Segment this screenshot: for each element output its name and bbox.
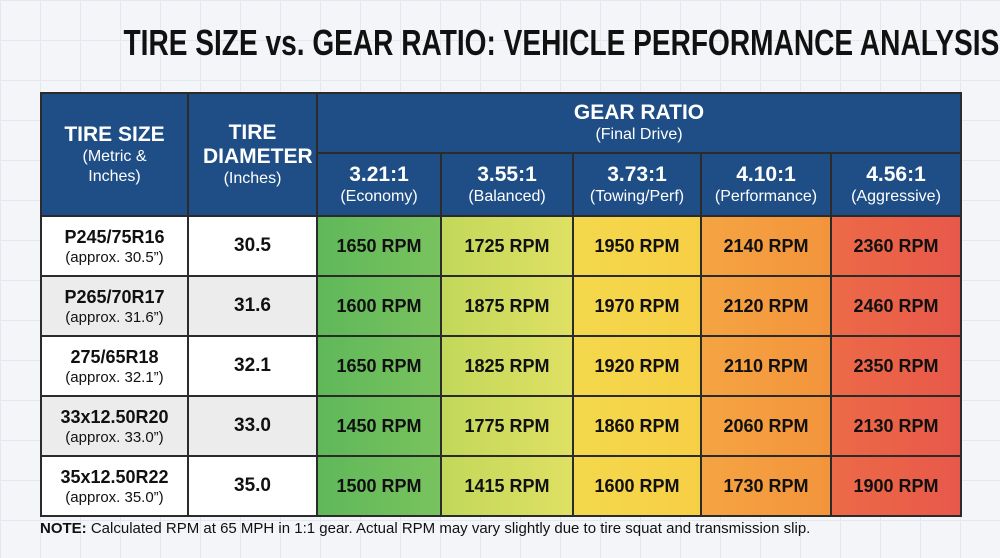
header-cell: TIRE DIAMETER (Inches) (187, 92, 318, 217)
ratio-label: 3.55:1 (477, 162, 537, 186)
ratio-header: 4.56:1 (Aggressive) (829, 152, 963, 217)
table: TIRE SIZE (Metric & Inches) TIRE DIAMETER… (40, 92, 963, 517)
ratio-sub: (Economy) (340, 187, 418, 205)
tire-approx: (approx. 32.1”) (65, 368, 164, 386)
table-row: 35x12.50R22 (approx. 35.0”) 35.0 1500 RPM 14… (40, 455, 963, 517)
table-row: P245/75R16 (approx. 30.5”) 30.5 1650 RPM 172… (40, 215, 963, 277)
note-text: Calculated RPM at 65 MPH in 1:1 gear. Ac… (90, 520, 811, 537)
rpm-cell: 1650 RPM (316, 335, 442, 397)
tire-size: 33x12.50R20 (60, 406, 169, 427)
tire-approx: (approx. 35.0”) (65, 488, 164, 506)
title: TIRE SIZE vs. GEAR RATIO: VEHICLE PERFOR… (123, 22, 1000, 63)
rpm-cell: 1415 RPM (440, 455, 574, 517)
ratio-sub: (Balanced) (468, 187, 546, 205)
note-label: NOTE: (40, 520, 87, 537)
header-row: TIRE SIZE (Metric & Inches) TIRE DIAMETER… (40, 92, 963, 217)
header-label: TIRE DIAMETER (203, 120, 313, 168)
ratio-label: 4.10:1 (736, 162, 796, 186)
diameter-cell: 32.1 (187, 335, 318, 397)
rpm-cell: 1860 RPM (572, 395, 702, 457)
tire-size: P245/75R16 (64, 226, 165, 247)
rpm-cell: 2350 RPM (829, 335, 963, 397)
table-head: TIRE SIZE (Metric & Inches) TIRE DIAMETER… (40, 92, 963, 217)
ratio-sub: (Towing/Perf) (589, 187, 685, 205)
ratio-label: 4.56:1 (866, 162, 926, 186)
rpm-cell: 1775 RPM (440, 395, 574, 457)
header-cell: TIRE SIZE (Metric & Inches) (40, 92, 189, 217)
rpm-cell: 2360 RPM (829, 215, 963, 277)
tire-approx: (approx. 31.6”) (65, 308, 164, 326)
header-cell: GEAR RATIO (Final Drive) (315, 92, 963, 154)
table-row: 275/65R18 (approx. 32.1”) 32.1 1650 RPM 1825… (40, 335, 963, 397)
table-row: 33x12.50R20 (approx. 33.0”) 33.0 1450 RPM 17… (40, 395, 963, 457)
title-box: TIRE SIZE vs. GEAR RATIO: VEHICLE PERFOR… (0, 22, 1000, 64)
rpm-cell: 2120 RPM (700, 275, 832, 337)
rpm-cell: 1900 RPM (829, 455, 963, 517)
rpm-cell: 2460 RPM (829, 275, 963, 337)
rpm-cell: 1650 RPM (316, 215, 442, 277)
diameter-cell: 33.0 (187, 395, 318, 457)
header-label: GEAR RATIO (573, 101, 705, 124)
table-body: P245/75R16 (approx. 30.5”) 30.5 1650 RPM 172… (40, 215, 963, 517)
tire-size: 275/65R18 (70, 346, 159, 367)
ratio-header: 3.55:1 (Balanced) (440, 152, 574, 217)
ratio-header: 4.10:1 (Performance) (700, 152, 832, 217)
tire-approx: (approx. 33.0”) (65, 428, 164, 446)
ratio-sub: (Performance) (714, 187, 818, 205)
ratio-sub: (Aggressive) (851, 187, 941, 205)
rpm-cell: 2110 RPM (700, 335, 832, 397)
rpm-cell: 2140 RPM (700, 215, 832, 277)
tire-cell: 33x12.50R20 (approx. 33.0”) (40, 395, 189, 457)
rpm-cell: 1825 RPM (440, 335, 574, 397)
header-label: TIRE SIZE (64, 122, 165, 146)
rpm-cell: 1875 RPM (440, 275, 574, 337)
table-row: P265/70R17 (approx. 31.6”) 31.6 1600 RPM 187… (40, 275, 963, 337)
rpm-cell: 1950 RPM (572, 215, 702, 277)
tire-approx: (approx. 30.5”) (65, 248, 164, 266)
rpm-cell: 1730 RPM (700, 455, 832, 517)
ratio-label: 3.73:1 (607, 162, 667, 186)
rpm-cell: 1500 RPM (316, 455, 442, 517)
rpm-cell: 1450 RPM (316, 395, 442, 457)
header-row: 3.21:1 (Economy) 3.55:1 (Balanced) 3.73:1 (To… (41, 152, 963, 217)
rpm-cell: 1725 RPM (440, 215, 574, 277)
ratio-label: 3.21:1 (349, 162, 409, 186)
tire-cell: P245/75R16 (approx. 30.5”) (40, 215, 189, 277)
header-sub: (Inches) (223, 169, 282, 187)
diameter-cell: 30.5 (187, 215, 318, 277)
tire-cell: 275/65R18 (approx. 32.1”) (40, 335, 189, 397)
ratio-header: 3.73:1 (Towing/Perf) (572, 152, 702, 217)
diameter-cell: 31.6 (187, 275, 318, 337)
rpm-cell: 1920 RPM (572, 335, 702, 397)
ratio-header: 3.21:1 (Economy) (316, 152, 442, 217)
header-sub: (Final Drive) (595, 126, 683, 143)
rpm-cell: 1600 RPM (572, 455, 702, 517)
diameter-cell: 35.0 (187, 455, 318, 517)
tire-cell: P265/70R17 (approx. 31.6”) (40, 275, 189, 337)
rpm-cell: 1600 RPM (316, 275, 442, 337)
rpm-cell: 2130 RPM (829, 395, 963, 457)
header-sub: (Metric & Inches) (82, 147, 147, 185)
tire-cell: 35x12.50R22 (approx. 35.0”) (40, 455, 189, 517)
tire-size: 35x12.50R22 (60, 466, 169, 487)
tire-size: P265/70R17 (64, 286, 165, 307)
rpm-cell: 1970 RPM (572, 275, 702, 337)
rpm-cell: 2060 RPM (700, 395, 832, 457)
note: NOTE: Calculated RPM at 65 MPH in 1:1 ge… (40, 520, 970, 537)
